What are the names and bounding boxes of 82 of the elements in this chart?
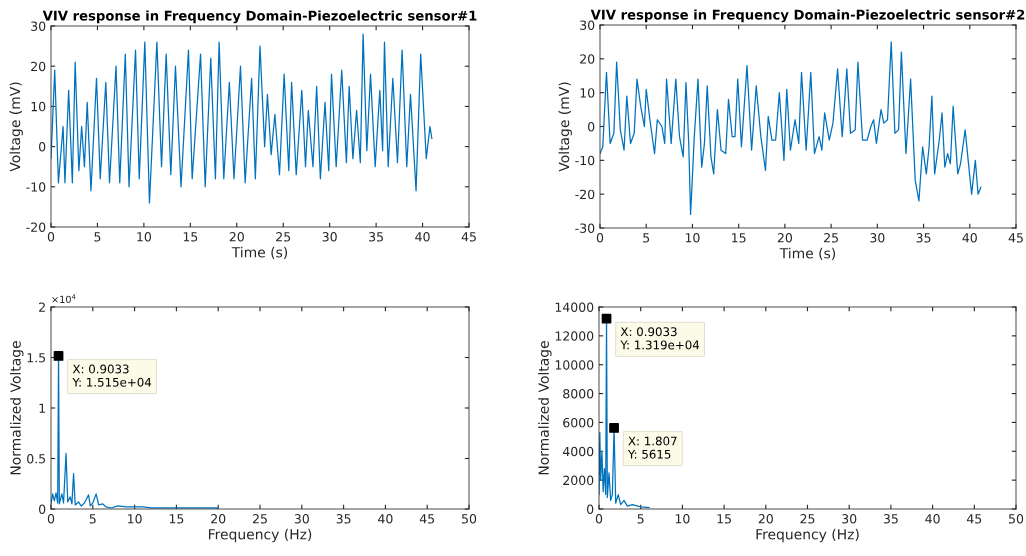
x-tick-label: 25 xyxy=(800,514,815,524)
y-tick-label: 0 xyxy=(587,504,594,514)
line-series xyxy=(51,33,433,204)
y-tick-label: 10 xyxy=(31,101,46,112)
y-tick-label: -10 xyxy=(575,155,595,166)
x-tick-label: 30 xyxy=(870,233,885,243)
x-axis-title: Frequency (Hz) xyxy=(756,528,859,543)
annotation: X: 1.807 Y: 5615 xyxy=(627,436,677,459)
x-tick-label: 35 xyxy=(336,514,351,524)
x-tick-label: 45 xyxy=(966,514,982,524)
y-tick-label: -30 xyxy=(575,223,595,233)
x-tick-label: 0 xyxy=(596,233,604,243)
x-axis-title: Time (s) xyxy=(231,246,288,260)
x-tick-label: 45 xyxy=(1008,233,1023,243)
y-tick-label: 0.5 xyxy=(27,453,46,464)
x-tick-label: 50 xyxy=(1009,514,1024,524)
x-tick-label: 30 xyxy=(842,514,857,524)
x-tick-label: 10 xyxy=(128,514,142,524)
x-tick-label: 5 xyxy=(643,233,650,243)
x-tick-label: 20 xyxy=(211,514,226,524)
x-tick-label: 0 xyxy=(47,232,55,242)
x-tick-label: 5 xyxy=(89,514,96,524)
line-series xyxy=(600,41,982,216)
x-tick-label: 40 xyxy=(962,233,977,243)
y-axis-title: Voltage (mV) xyxy=(9,82,23,172)
x-tick-label: 25 xyxy=(252,514,267,524)
y-tick-label: 6000 xyxy=(563,417,594,428)
y-tick-label: 20 xyxy=(580,54,595,64)
x-axis-title: Time (s) xyxy=(779,247,836,261)
annotation: X: 0.9033 Y: 1.319e+04 xyxy=(620,327,700,350)
y-tick-label: 2000 xyxy=(563,475,594,486)
y-tick-label: 2 xyxy=(39,302,45,312)
text: ×10$^{4}$ xyxy=(52,294,76,304)
annotation: X: 0.9033 Y: 1.515e+04 xyxy=(72,364,152,387)
x-tick-label: 50 xyxy=(462,514,477,524)
y-tick-label: 0 xyxy=(39,504,46,514)
x-tick-label: 35 xyxy=(883,514,898,524)
y-axis-title: Voltage (mV) xyxy=(558,82,572,172)
x-tick-label: 45 xyxy=(419,514,435,524)
x-tick-label: 40 xyxy=(415,232,430,242)
x-tick-label: 35 xyxy=(916,233,931,243)
x-tick-label: 10 xyxy=(137,232,152,242)
y-tick-label: 0 xyxy=(39,142,46,152)
x-tick-label: 15 xyxy=(183,232,198,242)
x-axis-title: Frequency (Hz) xyxy=(209,528,312,543)
x-tick-label: 30 xyxy=(322,232,337,242)
x-tick-label: 15 xyxy=(717,514,731,524)
x-tick-label: 20 xyxy=(777,233,793,243)
y-tick-label: -20 xyxy=(26,222,46,232)
x-tick-label: 25 xyxy=(276,232,291,242)
y-tick-label: 12000 xyxy=(555,331,594,341)
x-tick-label: 35 xyxy=(369,232,383,242)
x-tick-label: 15 xyxy=(732,233,746,243)
x-tick-label: 5 xyxy=(94,232,101,242)
y-tick-label: 10 xyxy=(580,88,595,98)
x-tick-label: 10 xyxy=(675,514,690,524)
y-tick-label: 4000 xyxy=(562,446,594,457)
y-tick-label: -20 xyxy=(575,189,595,200)
x-tick-label: 0 xyxy=(47,514,55,524)
y-tick-label: 8000 xyxy=(563,389,594,399)
x-tick-label: 0 xyxy=(595,514,603,524)
y-tick-label: -10 xyxy=(26,182,46,192)
x-tick-label: 30 xyxy=(294,514,309,524)
x-tick-label: 5 xyxy=(637,514,644,524)
y-tick-label: 10000 xyxy=(555,360,594,370)
x-tick-label: 15 xyxy=(169,514,184,524)
y-tick-label: 1.5 xyxy=(27,353,46,363)
y-tick-label: 30 xyxy=(31,21,46,31)
x-tick-label: 40 xyxy=(925,514,940,524)
x-tick-label: 25 xyxy=(824,233,838,243)
y-tick-label: 14000 xyxy=(555,302,594,312)
y-axis-title: Normalized Voltage xyxy=(538,341,552,475)
y-tick-label: 30 xyxy=(580,20,595,30)
x-tick-label: 20 xyxy=(758,514,773,524)
x-tick-label: 45 xyxy=(461,232,476,242)
x-tick-label: 20 xyxy=(229,232,244,242)
x-tick-label: 40 xyxy=(378,514,393,524)
y-tick-label: 0 xyxy=(588,121,595,132)
y-tick-label: 1 xyxy=(39,403,45,413)
y-axis-title: Normalized Voltage xyxy=(10,341,24,475)
y-tick-label: 20 xyxy=(31,61,46,72)
x-tick-label: 10 xyxy=(685,233,700,243)
